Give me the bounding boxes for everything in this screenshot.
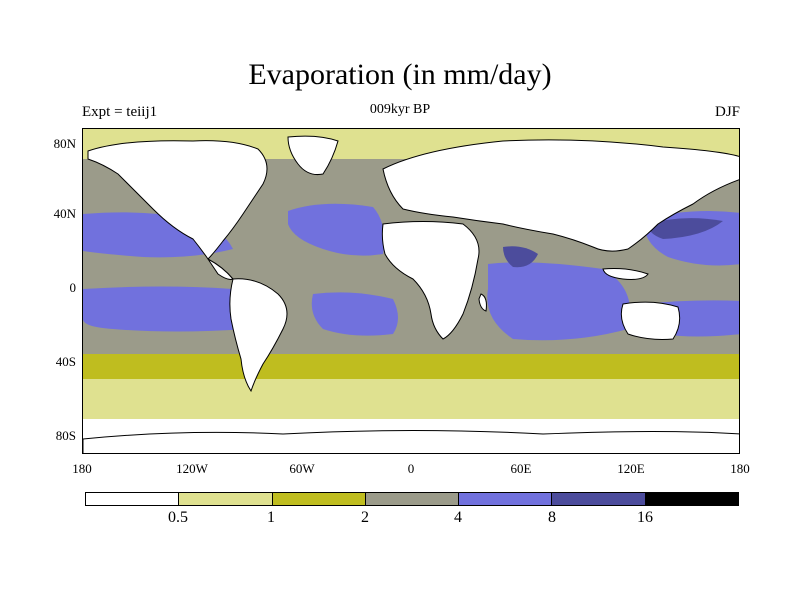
lat-tick-40s: 40S [55,354,76,369]
colorbar-label: 4 [454,509,462,526]
lon-tick-180e: 180 [730,461,750,476]
colorbar-segment [272,493,366,505]
colorbar-segment [645,493,738,505]
colorbar-label: 0.5 [168,509,188,526]
lon-tick-120e: 120E [617,461,645,476]
high-evap-indian-ocean [487,262,631,341]
colorbar-segment [86,493,180,505]
colorbar-segment [459,493,553,505]
map-subtitle: 009kyr BP [369,102,431,117]
colorbar-segment [179,493,273,505]
lon-tick-60e: 60E [510,461,532,476]
lat-tick-80s: 80S [55,428,76,443]
colorbar-label: 8 [548,509,556,526]
high-evap-north-atlantic [288,203,385,256]
lon-tick-0: 0 [407,461,415,476]
colorbar-segment [365,493,460,505]
ocean-band-south-low [83,379,739,424]
colorbar-label: 16 [637,509,653,526]
colorbar-segment [552,493,646,505]
colorbar-label: 1 [267,509,275,526]
lon-tick-120w: 120W [176,461,208,476]
evaporation-map [83,129,739,453]
lat-tick-0: 0 [69,280,77,295]
season-label: DJF [714,104,740,120]
lat-tick-40n: 40N [53,206,76,221]
colorbar [85,492,739,506]
lon-tick-180w: 180 [72,461,92,476]
high-evap-south-atlantic [311,292,398,336]
very-high-evap-kuroshio [648,218,723,239]
map-panel [82,128,740,454]
lat-tick-80n: 80N [53,136,76,151]
experiment-label: Expt = teiij1 [82,104,158,120]
lon-tick-60w: 60W [289,461,315,476]
colorbar-label: 2 [361,509,369,526]
map-title: Evaporation (in mm/day) [248,58,552,91]
very-high-evap-arabian-sea [503,246,538,268]
high-evap-south-pacific [83,286,251,332]
